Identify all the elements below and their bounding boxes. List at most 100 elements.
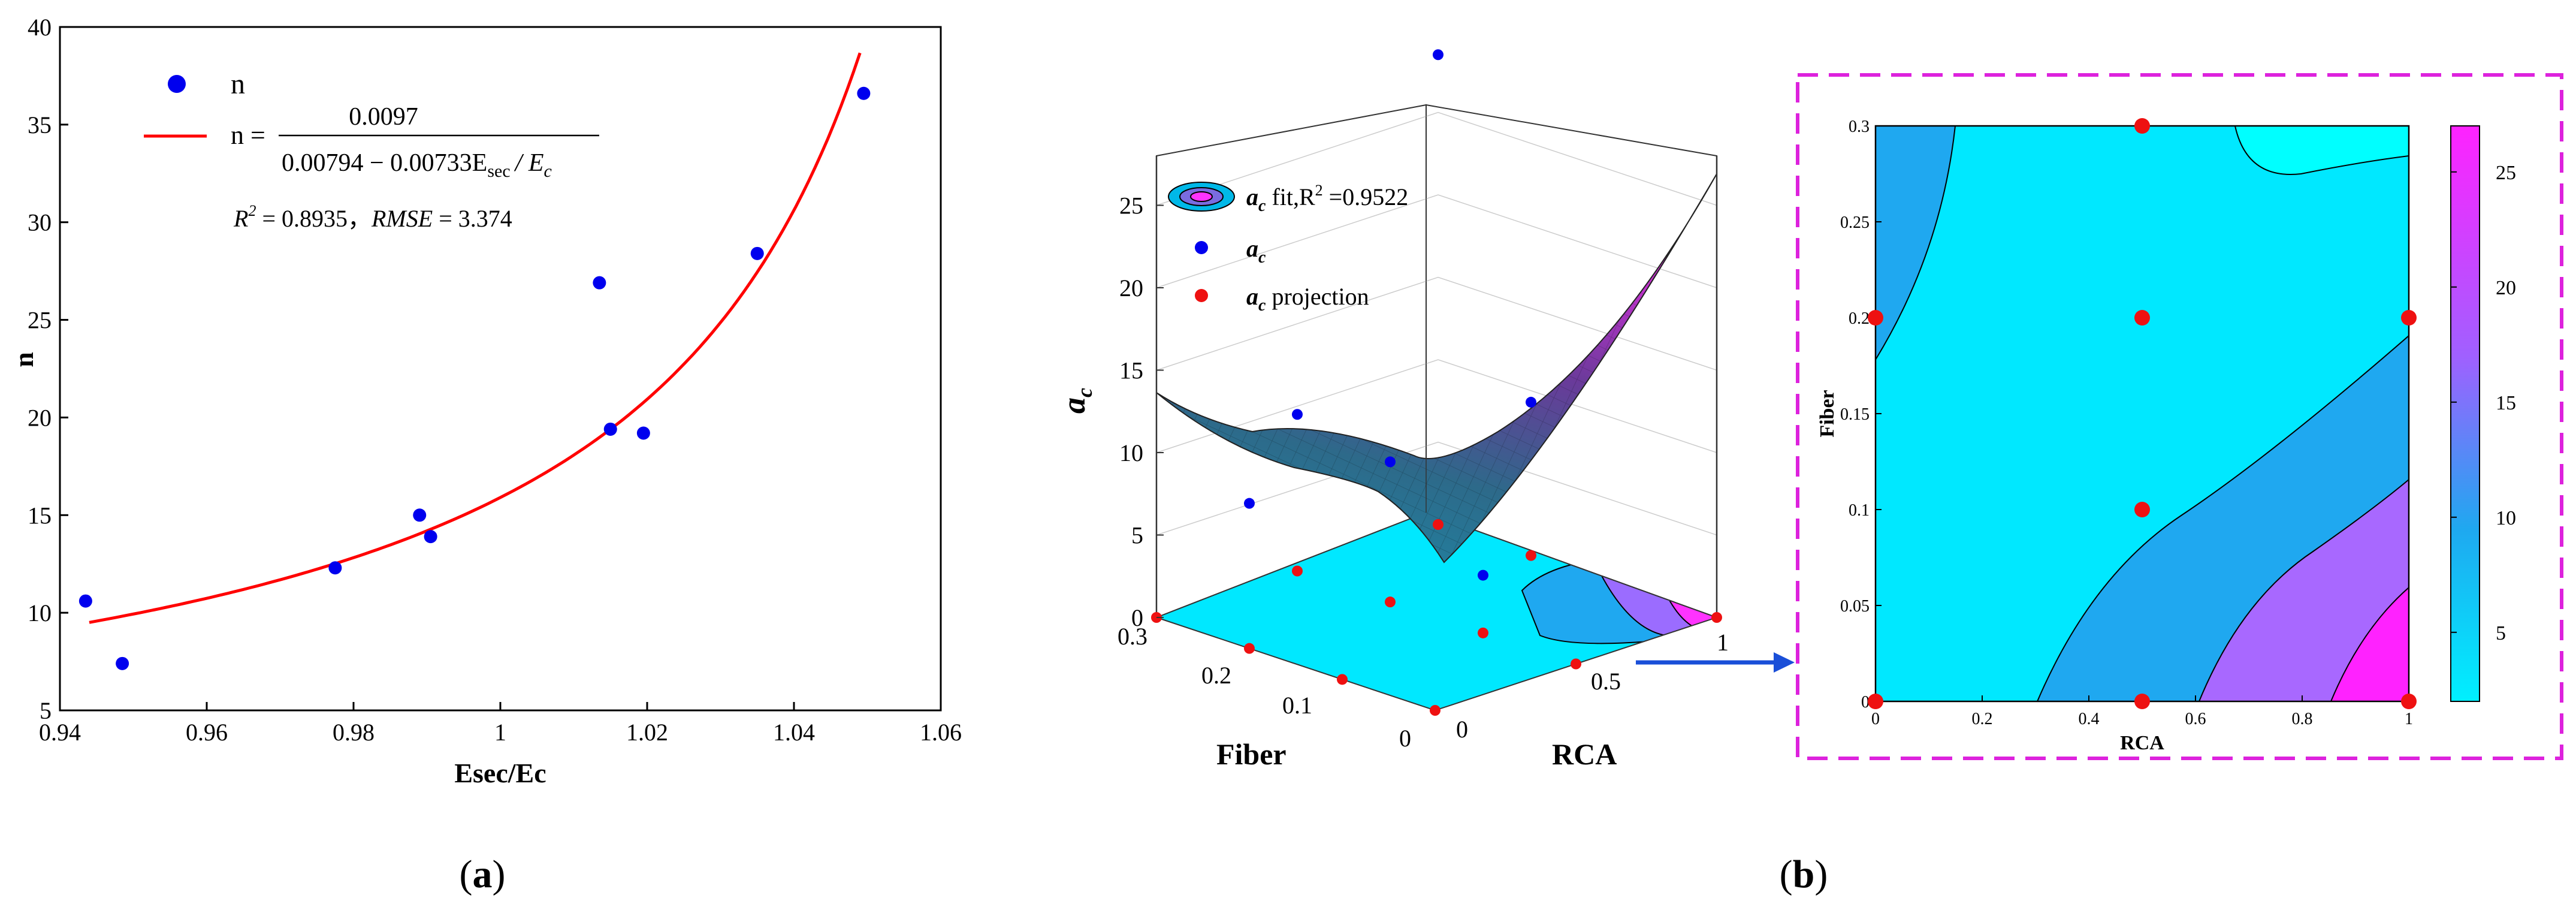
data-point (328, 561, 342, 575)
design-point (2134, 502, 2150, 517)
design-point (2134, 310, 2150, 326)
plot-area-a (59, 26, 942, 712)
contour-frame (1796, 73, 2563, 760)
data-point (750, 246, 764, 260)
design-point (2134, 118, 2150, 134)
projection-point (1337, 674, 1348, 685)
rca-tick-1: 1 (1717, 629, 1729, 656)
fiber-tick-0: 0 (1399, 725, 1411, 752)
z-grid-line (1156, 112, 1717, 206)
contour-region-topleft (1876, 126, 1956, 361)
contour-y-tick-label: 0 (1861, 693, 1870, 712)
svg-text:ac fit,R2 =0.9522: ac fit,R2 =0.9522 (1246, 182, 1408, 215)
x-axis-label: Esec/Ec (454, 758, 546, 788)
projection-point (1433, 519, 1443, 530)
colorbar (2450, 125, 2480, 702)
svg-text:ac: ac (1246, 235, 1266, 267)
colorbar-tick-label: 5 (2496, 622, 2506, 644)
design-point (2401, 310, 2417, 326)
projection-arrow (1636, 652, 1795, 673)
x-tick-label: 0.98 (333, 719, 375, 746)
surface-legend: ac fit,R2 =0.9522 ac ac projection (1168, 182, 1408, 315)
projection-point (1711, 612, 1722, 623)
data-point (636, 426, 650, 440)
fit-curve (89, 52, 862, 624)
projection-point (1478, 627, 1488, 638)
data-point (116, 656, 129, 670)
colorbar-tick-label: 25 (2496, 162, 2516, 184)
projection-point (1526, 550, 1536, 561)
data-point (424, 530, 437, 544)
contour-x-tick-label: 1 (2405, 710, 2413, 728)
colorbar-tick-label: 20 (2496, 277, 2516, 299)
z-tick-label: 20 (1119, 275, 1143, 302)
contour-x-tick-label: 0 (1871, 710, 1880, 728)
rca-tick-0: 0 (1456, 716, 1468, 743)
z-tick-label: 25 (1119, 192, 1143, 219)
fiber-tick-0.3: 0.3 (1118, 623, 1147, 650)
fiber-axis-label: Fiber (1216, 737, 1287, 771)
contour-x-tick-label: 0.2 (1972, 710, 1993, 728)
legend-point-marker (168, 75, 186, 93)
y-tick-label: 5 (40, 697, 52, 724)
ac-point (1478, 570, 1488, 581)
data-point (413, 508, 427, 522)
y-tick-label: 30 (28, 209, 52, 236)
rca-axis-label: RCA (1552, 737, 1617, 771)
contour-x-tick-label: 0.6 (2185, 710, 2206, 728)
chart-a: 0.94 0.96 0.98 1 1.02 1.04 1.06 5 10 15 20 25 30 35 40… (8, 14, 962, 896)
z-tick-label: 10 (1119, 439, 1143, 466)
contour-y-tick-label: 0.25 (1840, 213, 1870, 232)
design-point (2134, 694, 2150, 709)
projection-point (1430, 705, 1440, 716)
projection-point (1385, 596, 1396, 608)
contour-x-tick-label: 0.4 (2079, 710, 2100, 728)
colorbar-tick-label: 10 (2496, 507, 2516, 529)
panel-b-caption: (b) (1780, 852, 1828, 896)
z-grid-line (1156, 359, 1717, 453)
y-tick-label: 10 (28, 599, 52, 626)
z-grid-line (1156, 194, 1717, 288)
panel-b: 0 5 10 15 20 25 ac 0.3 0.2 0.1 0 Fiber 0 0.5 … (983, 0, 2576, 913)
data-point (857, 86, 871, 100)
y-tick-label: 40 (28, 14, 52, 41)
y-axis-label: n (8, 352, 39, 367)
colorbar-tick-label: 15 (2496, 392, 2516, 414)
contour-plot: 0 0.2 0.4 0.6 0.8 100.050.10.150.20.250.3 RCA… (1796, 73, 2563, 760)
contour-x-label: RCA (2120, 732, 2164, 754)
legend-point-label: n (231, 68, 245, 100)
x-tick-label: 1.04 (773, 719, 815, 746)
contour-region-purple (2198, 478, 2409, 701)
data-point (78, 594, 92, 608)
fit-statistics: R2 = 0.8935，RMSE = 3.374 (233, 202, 512, 232)
z-tick-label: 0 (1131, 604, 1143, 631)
formula-denominator: 0.00794 − 0.00733Esec / Ec (282, 149, 552, 181)
panel-a: 0.94 0.96 0.98 1 1.02 1.04 1.06 5 10 15 20 25 30 35 40… (0, 0, 983, 913)
contour-y-label: Fiber (1816, 390, 1838, 437)
y-tick-label: 20 (28, 404, 52, 431)
contour-y-tick-label: 0.05 (1840, 597, 1870, 616)
design-point (1868, 310, 1883, 326)
z-grid-line (1156, 276, 1717, 371)
rca-tick-0.5: 0.5 (1591, 668, 1621, 695)
formula-numerator: 0.0097 (349, 103, 418, 131)
z-tick-label: 5 (1131, 522, 1143, 549)
data-point (593, 276, 606, 290)
z-tick-label: 15 (1119, 357, 1143, 384)
ac-point (1526, 396, 1536, 408)
projection-point (1571, 658, 1581, 670)
projection-point (1292, 565, 1303, 577)
x-tick-label: 1.06 (920, 719, 962, 746)
fiber-tick-0.2: 0.2 (1201, 662, 1231, 689)
x-tick-label: 0.96 (186, 719, 228, 746)
contour-y-tick-label: 0.1 (1849, 501, 1870, 520)
fiber-tick-0.1: 0.1 (1282, 692, 1312, 719)
z-axis-label: ac (1056, 388, 1097, 414)
x-tick-label: 1.02 (626, 719, 668, 746)
design-point (1868, 694, 1883, 709)
y-tick-label: 35 (28, 112, 52, 138)
contour-region-magenta (2330, 586, 2409, 701)
contour-y-tick-label: 0.2 (1849, 309, 1870, 328)
